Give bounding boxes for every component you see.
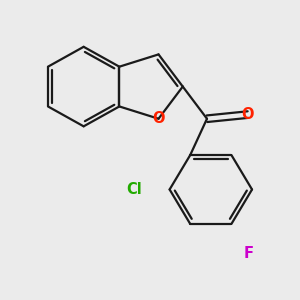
Text: O: O	[152, 111, 165, 126]
Text: O: O	[242, 107, 254, 122]
Text: F: F	[244, 246, 254, 261]
Text: Cl: Cl	[127, 182, 142, 197]
